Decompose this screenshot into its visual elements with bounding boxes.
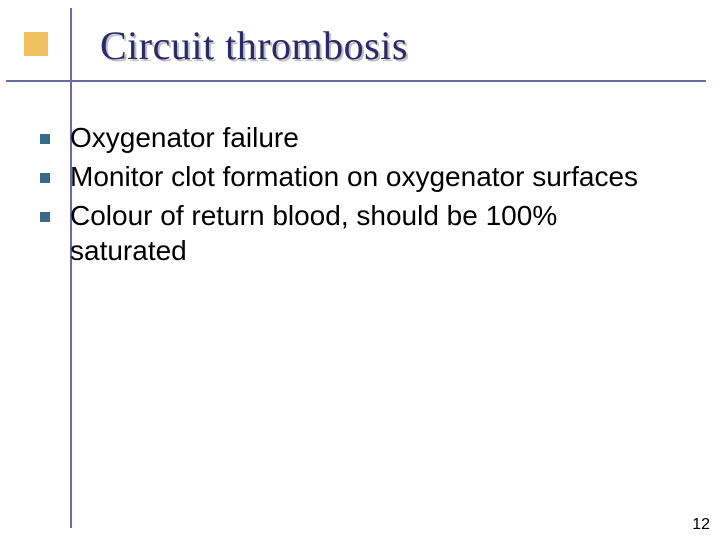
list-item-text: Colour of return blood, should be 100% s… (70, 198, 670, 268)
list-item: Colour of return blood, should be 100% s… (40, 198, 670, 268)
slide-title-text: Circuit thrombosis (100, 22, 408, 69)
decor-yellow-square (24, 32, 48, 56)
list-item: Monitor clot formation on oxygenator sur… (40, 159, 670, 194)
bullet-icon (40, 134, 50, 144)
bullet-icon (40, 173, 50, 183)
bullet-list: Oxygenator failure Monitor clot formatio… (40, 120, 670, 272)
list-item: Oxygenator failure (40, 120, 670, 155)
decor-horizontal-line (6, 80, 706, 82)
slide: Circuit thrombosis Circuit thrombosis Ox… (0, 0, 720, 540)
bullet-icon (40, 212, 50, 222)
list-item-text: Monitor clot formation on oxygenator sur… (70, 159, 670, 194)
list-item-text: Oxygenator failure (70, 120, 670, 155)
page-number: 12 (692, 516, 710, 534)
